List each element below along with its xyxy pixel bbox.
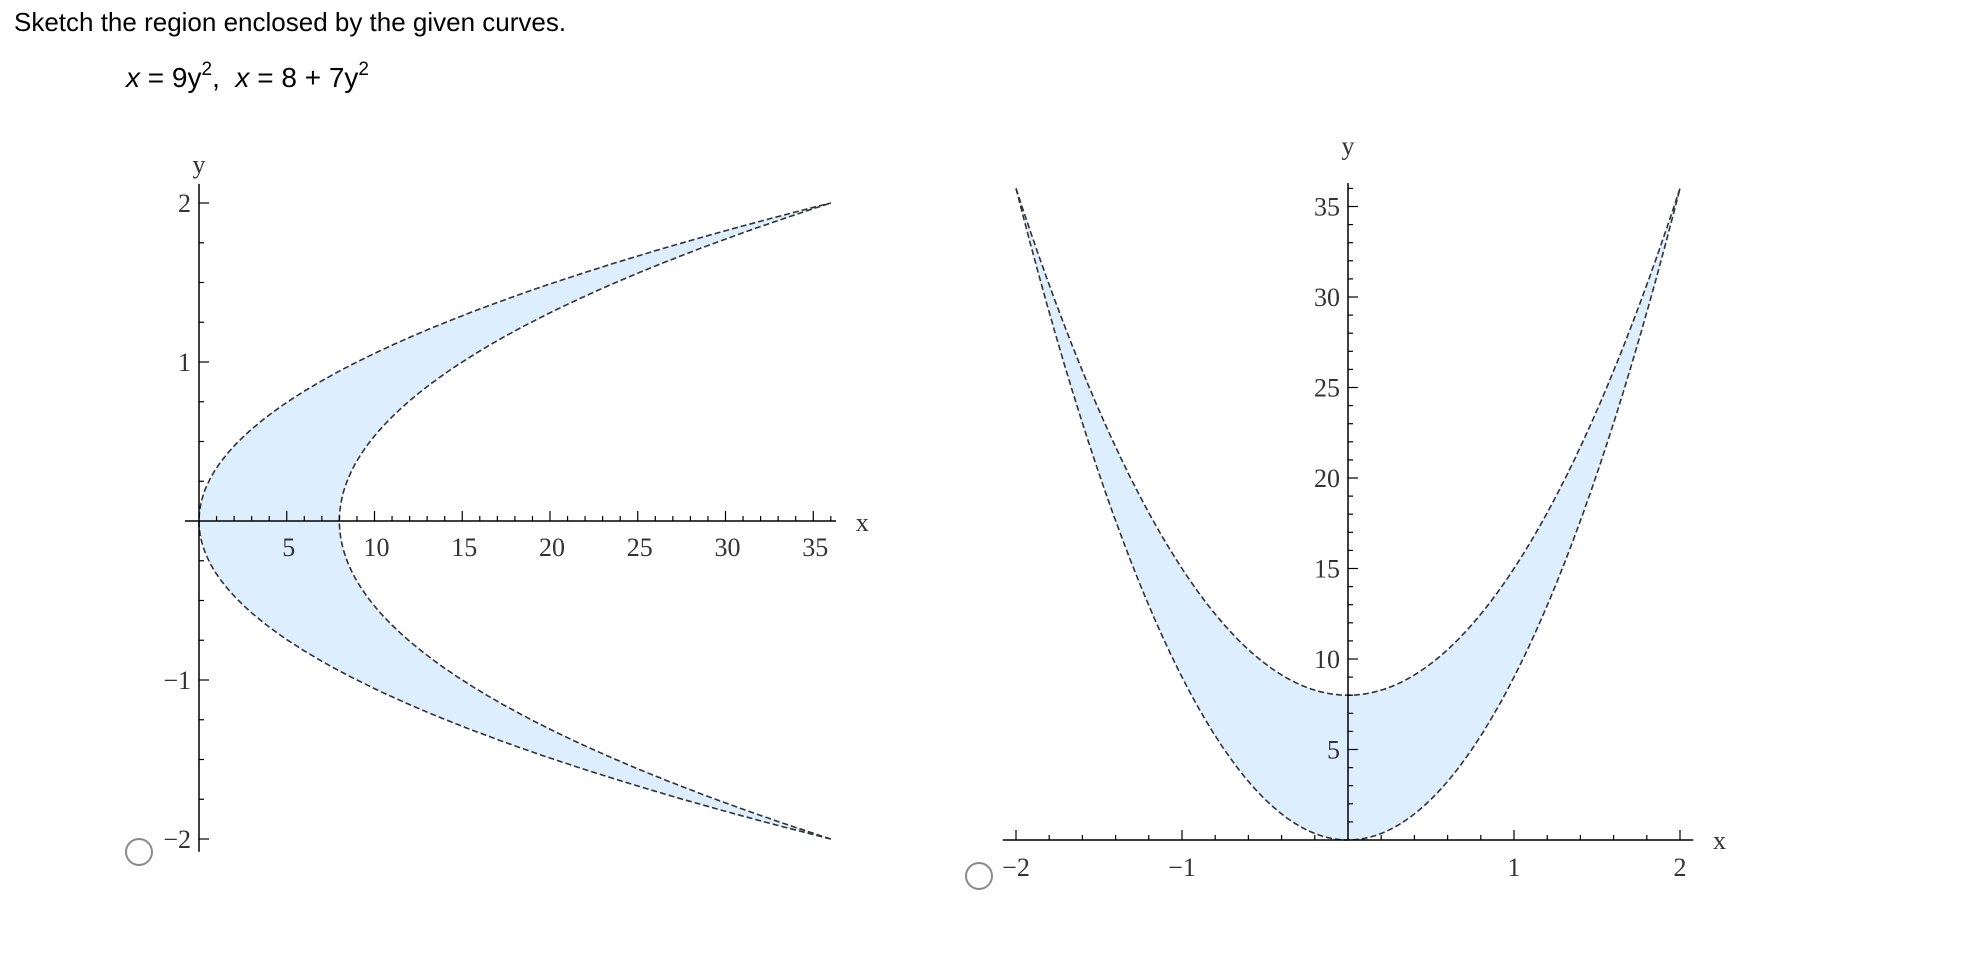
x-tick-label: −1 [1168, 853, 1196, 882]
question-prompt: Sketch the region enclosed by the given … [14, 7, 567, 37]
y-tick-label: 25 [1314, 374, 1340, 403]
y-axis-label: y [193, 150, 206, 179]
x-tick-label: 30 [715, 533, 741, 562]
y-tick-label: −1 [163, 666, 191, 695]
y-tick-label: 35 [1314, 193, 1340, 222]
eq1-exponent: 2 [201, 58, 213, 80]
x-axis-label: x [1713, 826, 1726, 855]
y-tick-label: 5 [1327, 736, 1340, 765]
x-tick-label: 1 [1508, 853, 1521, 882]
x-tick-label: 20 [539, 533, 565, 562]
option-a-radio[interactable] [125, 838, 153, 866]
option-b-radio[interactable] [965, 862, 993, 890]
x-tick-label: 2 [1674, 853, 1687, 882]
x-tick-label: 25 [627, 533, 653, 562]
eq2-exponent: 2 [358, 58, 369, 80]
y-tick-label: 20 [1314, 464, 1340, 493]
x-tick-label: −2 [1002, 853, 1030, 882]
eq2-rhs: 8 + 7y [281, 62, 359, 93]
y-tick-label: 10 [1314, 645, 1340, 674]
x-tick-label: 10 [364, 533, 390, 562]
eq1-lhs: x [126, 62, 140, 93]
y-axis-label: y [1342, 131, 1355, 160]
eq2-lhs: x [235, 62, 250, 93]
y-tick-label: 1 [178, 348, 191, 377]
y-tick-label: 15 [1314, 555, 1340, 584]
y-tick-label: 30 [1314, 283, 1340, 312]
x-tick-label: 35 [802, 533, 828, 562]
x-tick-label: 15 [451, 533, 477, 562]
equation: x = 9y2, x = 8 + 7y2 [126, 58, 369, 93]
eq1-rhs: 9y [171, 62, 202, 93]
x-tick-label: 5 [282, 533, 295, 562]
y-tick-label: 2 [178, 189, 191, 218]
curve-x = 8 + 7y^2 [338, 202, 832, 840]
curve-x = 9y^2 [198, 202, 831, 840]
y-tick-label: −2 [163, 825, 191, 854]
x-axis-label: x [856, 508, 869, 537]
